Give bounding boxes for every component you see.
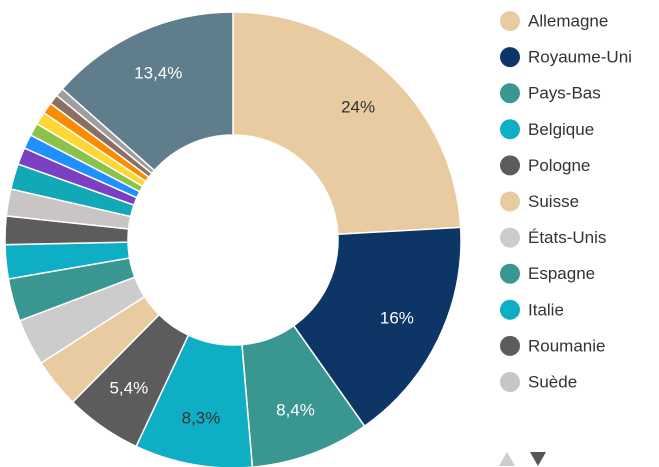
donut-slice	[232, 11, 462, 235]
legend-text: Suisse	[528, 192, 579, 211]
value-label: 13,4%	[134, 64, 182, 83]
legend-marker	[500, 83, 520, 104]
legend-text: Allemagne	[528, 11, 608, 30]
legend-marker	[500, 299, 520, 320]
legend-marker	[500, 335, 520, 356]
legend-marker	[500, 227, 520, 248]
donut-slice	[292, 226, 462, 428]
legend-page-up[interactable]	[499, 452, 515, 466]
value-label: 16%	[380, 309, 414, 328]
legend-marker	[500, 119, 520, 140]
legend-text: Italie	[528, 300, 564, 319]
donut-slice	[61, 11, 234, 172]
value-label: 5,4%	[109, 379, 148, 398]
legend-marker	[500, 11, 520, 31]
value-label: 8,4%	[276, 400, 315, 419]
legend-page-down[interactable]	[530, 452, 546, 466]
legend-marker	[500, 263, 520, 284]
legend-text: États-Unis	[528, 228, 606, 247]
legend-text: Espagne	[528, 264, 595, 283]
legend-text: Pologne	[528, 156, 590, 175]
legend-text: Belgique	[528, 120, 594, 139]
legend-marker	[500, 191, 520, 212]
value-label: 8,3%	[182, 409, 221, 428]
value-label: 24%	[341, 97, 375, 116]
legend-text: Royaume-Uni	[528, 48, 632, 67]
legend-text: Suède	[528, 372, 577, 391]
donut-slice	[241, 324, 366, 467]
legend-text: Roumanie	[528, 336, 606, 355]
legend-marker	[500, 47, 520, 68]
legend-marker	[500, 155, 520, 176]
legend-text: Pays-Bas	[528, 84, 601, 103]
legend-marker	[500, 372, 520, 392]
